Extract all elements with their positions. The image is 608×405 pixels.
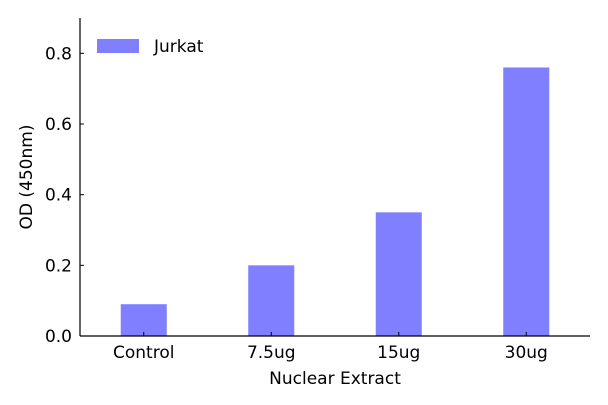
y-tick-label: 0.0 (45, 327, 72, 347)
x-axis-title: Nuclear Extract (269, 369, 401, 389)
y-tick-label: 0.6 (45, 115, 72, 135)
bar-7-5ug (248, 265, 295, 336)
bar-30ug (503, 67, 550, 336)
x-tick-label: Control (113, 343, 174, 363)
x-tick-label: 30ug (505, 343, 548, 363)
legend: Jurkat (97, 37, 204, 57)
x-tick-label: 7.5ug (247, 343, 296, 363)
y-axis-ticks: 0.0 0.2 0.4 0.6 0.8 (45, 44, 84, 347)
legend-swatch-jurkat (97, 39, 139, 53)
x-axis-ticks: Control 7.5ug 15ug 30ug (113, 332, 548, 363)
bar-15ug (375, 212, 422, 336)
axes (79, 18, 590, 337)
y-tick-label: 0.2 (45, 256, 72, 276)
legend-label-jurkat: Jurkat (153, 37, 204, 57)
x-tick-label: 15ug (377, 343, 420, 363)
plot-area (120, 67, 550, 336)
y-tick-label: 0.4 (45, 186, 72, 206)
y-tick-label: 0.8 (45, 44, 72, 64)
y-axis-title: OD (450nm) (17, 125, 37, 230)
bar-control (120, 304, 167, 336)
